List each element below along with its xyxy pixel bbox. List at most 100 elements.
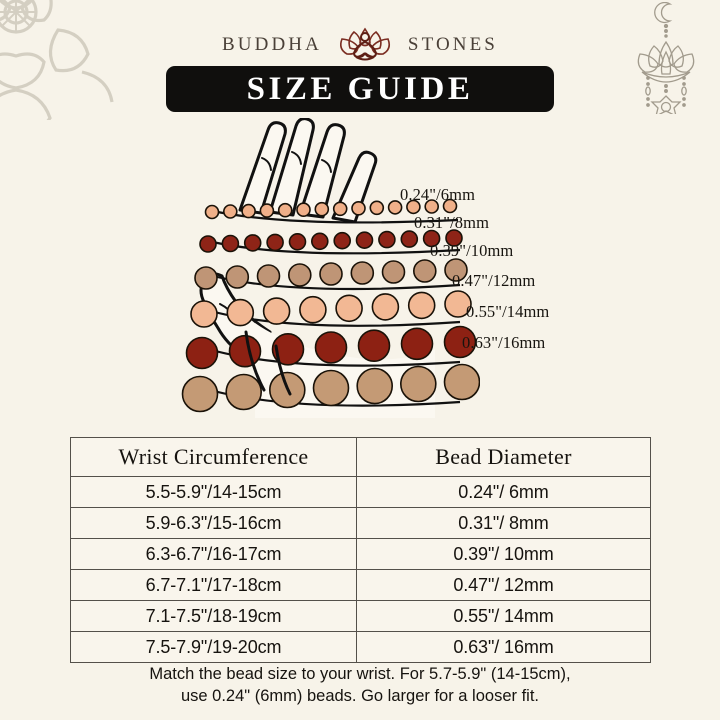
table-row: 6.7-7.1"/17-18cm 0.47"/ 12mm — [70, 569, 651, 601]
bead — [357, 329, 391, 362]
bead — [444, 290, 472, 318]
bead — [412, 259, 437, 283]
cell-bead-diameter: 0.39"/ 10mm — [356, 538, 651, 570]
bead — [181, 375, 219, 413]
bead — [400, 230, 419, 248]
bead — [333, 231, 351, 250]
bead — [199, 235, 217, 253]
bead — [406, 199, 421, 215]
bead — [228, 334, 262, 368]
bead — [262, 297, 291, 325]
cell-bead-diameter: 0.24"/ 6mm — [356, 476, 651, 508]
size-table: Wrist Circumference Bead Diameter 5.5-5.… — [70, 437, 651, 663]
cell-wrist-circumference: 5.9-6.3"/15-16cm — [70, 507, 357, 539]
column-header-bead: Bead Diameter — [356, 437, 651, 477]
bead — [314, 331, 348, 364]
bead — [350, 261, 375, 285]
footer-note-line-1: Match the bead size to your wrist. For 5… — [149, 665, 571, 683]
table-body: 5.5-5.9"/14-15cm 0.24"/ 6mm 5.9-6.3"/15-16… — [70, 476, 651, 663]
bracelet-row-0-39-10mm — [194, 258, 468, 290]
bead — [445, 229, 463, 247]
bead — [299, 295, 327, 324]
bead — [332, 201, 348, 217]
bead — [351, 201, 366, 216]
cell-wrist-circumference: 5.5-5.9"/14-15cm — [70, 476, 357, 508]
bead-size-label-group: 0.24"/6mm 0.31"/8mm 0.39"/10mm 0.47"/12mm 0.… — [400, 185, 660, 352]
table-row: 5.9-6.3"/15-16cm 0.31"/ 8mm — [70, 507, 651, 539]
bead — [277, 202, 293, 218]
footer-note: Match the bead size to your wrist. For 5… — [60, 663, 660, 707]
bead — [369, 200, 385, 216]
bead-size-label-4: 0.47"/12mm — [452, 271, 536, 290]
bead — [319, 262, 343, 286]
bead — [271, 333, 305, 366]
bead — [288, 263, 312, 287]
cell-bead-diameter: 0.63"/ 16mm — [356, 631, 651, 663]
bead — [335, 294, 363, 323]
bead — [288, 233, 307, 251]
bead-size-label-3: 0.39"/10mm — [430, 241, 514, 260]
bead — [443, 363, 480, 401]
bead — [400, 327, 434, 361]
brand-header: BUDDHA STONES — [0, 22, 720, 68]
footer-note-line-2: use 0.24" (6mm) beads. Go larger for a l… — [180, 687, 539, 706]
table-row: 6.3-6.7"/16-17cm 0.39"/ 10mm — [70, 538, 651, 570]
bead — [190, 300, 218, 328]
bead — [311, 232, 329, 251]
bead — [442, 198, 458, 214]
cell-wrist-circumference: 6.3-6.7"/16-17cm — [70, 538, 357, 570]
bracelet-bead-rows — [181, 198, 480, 413]
bead — [443, 325, 477, 359]
table-row: 5.5-5.9"/14-15cm 0.24"/ 6mm — [70, 476, 651, 508]
cell-wrist-circumference: 7.1-7.5"/18-19cm — [70, 600, 357, 632]
bracelet-row-0-24-6mm — [204, 198, 458, 220]
bead — [422, 229, 441, 248]
bead — [194, 266, 218, 290]
bead — [225, 265, 250, 289]
column-header-wrist: Wrist Circumference — [70, 437, 357, 477]
bead — [381, 260, 406, 284]
table-header-row: Wrist Circumference Bead Diameter — [70, 437, 651, 477]
bead — [259, 203, 275, 218]
bead — [241, 203, 256, 219]
bead — [399, 365, 437, 403]
bead — [371, 293, 400, 321]
bead — [444, 258, 468, 282]
hand-with-bracelets-illustration — [181, 118, 480, 418]
bracelet-row-0-63-16mm — [181, 363, 480, 413]
bead — [221, 234, 240, 253]
bead — [424, 199, 440, 214]
bead — [266, 233, 284, 252]
cell-wrist-circumference: 6.7-7.1"/17-18cm — [70, 569, 357, 601]
bracelet-row-0-47-12mm — [190, 290, 472, 328]
bead — [314, 201, 330, 217]
bead — [225, 373, 262, 411]
bead — [243, 234, 262, 252]
bead — [223, 204, 238, 219]
cell-wrist-circumference: 7.5-7.9"/19-20cm — [70, 631, 357, 663]
bracelet-row-0-31-8mm — [199, 229, 463, 253]
cell-bead-diameter: 0.31"/ 8mm — [356, 507, 651, 539]
bead — [356, 367, 393, 405]
bead-size-label-6: 0.63"/16mm — [462, 333, 546, 352]
bead-size-label-1: 0.24"/6mm — [400, 185, 476, 204]
bead — [296, 202, 311, 217]
table-row: 7.1-7.5"/18-19cm 0.55"/ 14mm — [70, 600, 651, 632]
bead — [226, 298, 255, 327]
bead — [312, 369, 350, 407]
cell-bead-diameter: 0.55"/ 14mm — [356, 600, 651, 632]
bead — [387, 200, 403, 215]
brand-word-left: BUDDHA — [222, 34, 322, 55]
lotus-meditation-logo-icon — [339, 27, 390, 61]
bead-size-label-2: 0.31"/8mm — [414, 213, 490, 232]
table-row: 7.5-7.9"/19-20cm 0.63"/ 16mm — [70, 631, 651, 663]
brand-word-right: STONES — [407, 34, 498, 55]
bead — [355, 231, 374, 249]
page-title: SIZE GUIDE — [246, 70, 474, 107]
page-title-plate: SIZE GUIDE — [166, 66, 554, 112]
bead-size-label-5: 0.55"/14mm — [466, 302, 550, 321]
bead — [378, 230, 396, 249]
bead — [185, 336, 219, 370]
bead — [407, 291, 436, 320]
